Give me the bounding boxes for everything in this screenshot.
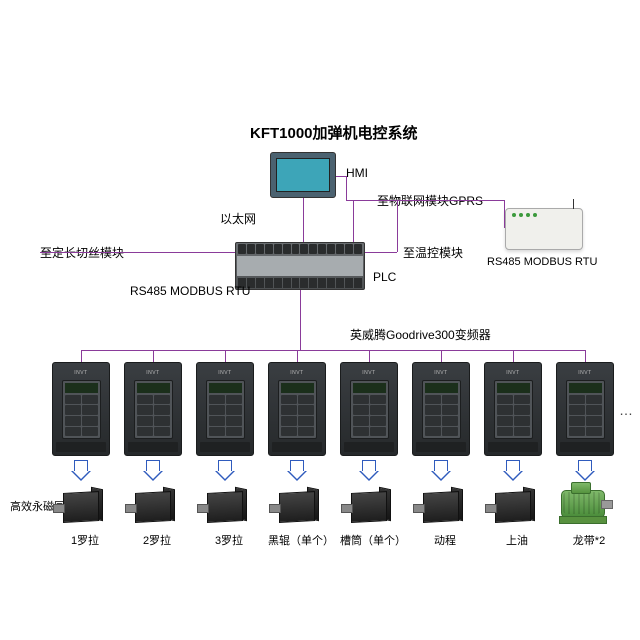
vfd-line-label: 英威腾Goodrive300变频器: [350, 326, 491, 343]
arrow-down-icon: [288, 460, 306, 482]
servo-motor-icon: [59, 484, 103, 524]
wire: [375, 200, 505, 201]
wire: [397, 200, 398, 252]
rs485-left-label: RS485 MODBUS RTU: [130, 284, 250, 298]
vfd-drive: INVT: [484, 362, 542, 456]
arrow-down-icon: [504, 460, 522, 482]
temp-module-label: 至温控模块: [403, 244, 463, 261]
arrow-down-icon: [360, 460, 378, 482]
plc-label: PLC: [373, 270, 396, 284]
wire: [346, 176, 347, 200]
wire: [513, 350, 514, 362]
drive-caption: 动程: [411, 532, 479, 548]
vfd-drive: INVT: [268, 362, 326, 456]
wire: [336, 176, 346, 177]
plc-module: [235, 242, 365, 290]
wire: [303, 198, 304, 242]
ellipsis: …: [619, 402, 635, 418]
arrow-down-icon: [72, 460, 90, 482]
drive-caption: 龙带*2: [555, 532, 623, 548]
servo-motor-icon: [275, 484, 319, 524]
wire: [81, 350, 585, 351]
wire: [353, 200, 354, 242]
wire: [504, 200, 505, 228]
servo-motor-icon: [491, 484, 535, 524]
drive-caption: 3罗拉: [195, 532, 263, 548]
wire: [40, 252, 235, 253]
drive-caption: 槽筒（单个）: [339, 532, 407, 548]
arrow-down-icon: [216, 460, 234, 482]
ethernet-label: 以太网: [220, 210, 256, 227]
servo-motor-icon: [419, 484, 463, 524]
vfd-drive: INVT: [52, 362, 110, 456]
rs485-right-label: RS485 MODBUS RTU: [487, 256, 597, 268]
vfd-drive: INVT: [340, 362, 398, 456]
drive-caption: 上油: [483, 532, 551, 548]
drive-caption: 1罗拉: [51, 532, 119, 548]
gprs-module: [505, 208, 583, 250]
vfd-drive: INVT: [412, 362, 470, 456]
diagram-title: KFT1000加弹机电控系统: [250, 122, 418, 143]
wire: [441, 350, 442, 362]
hmi-screen-icon: [276, 158, 330, 192]
servo-motor-icon: [347, 484, 391, 524]
servo-motor-icon: [203, 484, 247, 524]
hmi-panel: [270, 152, 336, 198]
servo-motor-icon: [131, 484, 175, 524]
wire: [585, 350, 586, 362]
wire: [297, 350, 298, 362]
wire: [153, 350, 154, 362]
arrow-down-icon: [144, 460, 162, 482]
wire: [81, 350, 82, 362]
drive-caption: 2罗拉: [123, 532, 191, 548]
wire: [369, 350, 370, 362]
wire: [346, 200, 375, 201]
arrow-down-icon: [576, 460, 594, 482]
induction-motor-icon: [557, 484, 613, 526]
wire: [365, 252, 397, 253]
arrow-down-icon: [432, 460, 450, 482]
wire: [300, 290, 301, 350]
antenna-icon: [573, 199, 574, 209]
wire: [225, 350, 226, 362]
vfd-drive: INVT: [556, 362, 614, 456]
vfd-drive: INVT: [196, 362, 254, 456]
drive-caption: 黑辊（单个）: [267, 532, 335, 548]
vfd-drive: INVT: [124, 362, 182, 456]
hmi-label: HMI: [346, 166, 368, 180]
